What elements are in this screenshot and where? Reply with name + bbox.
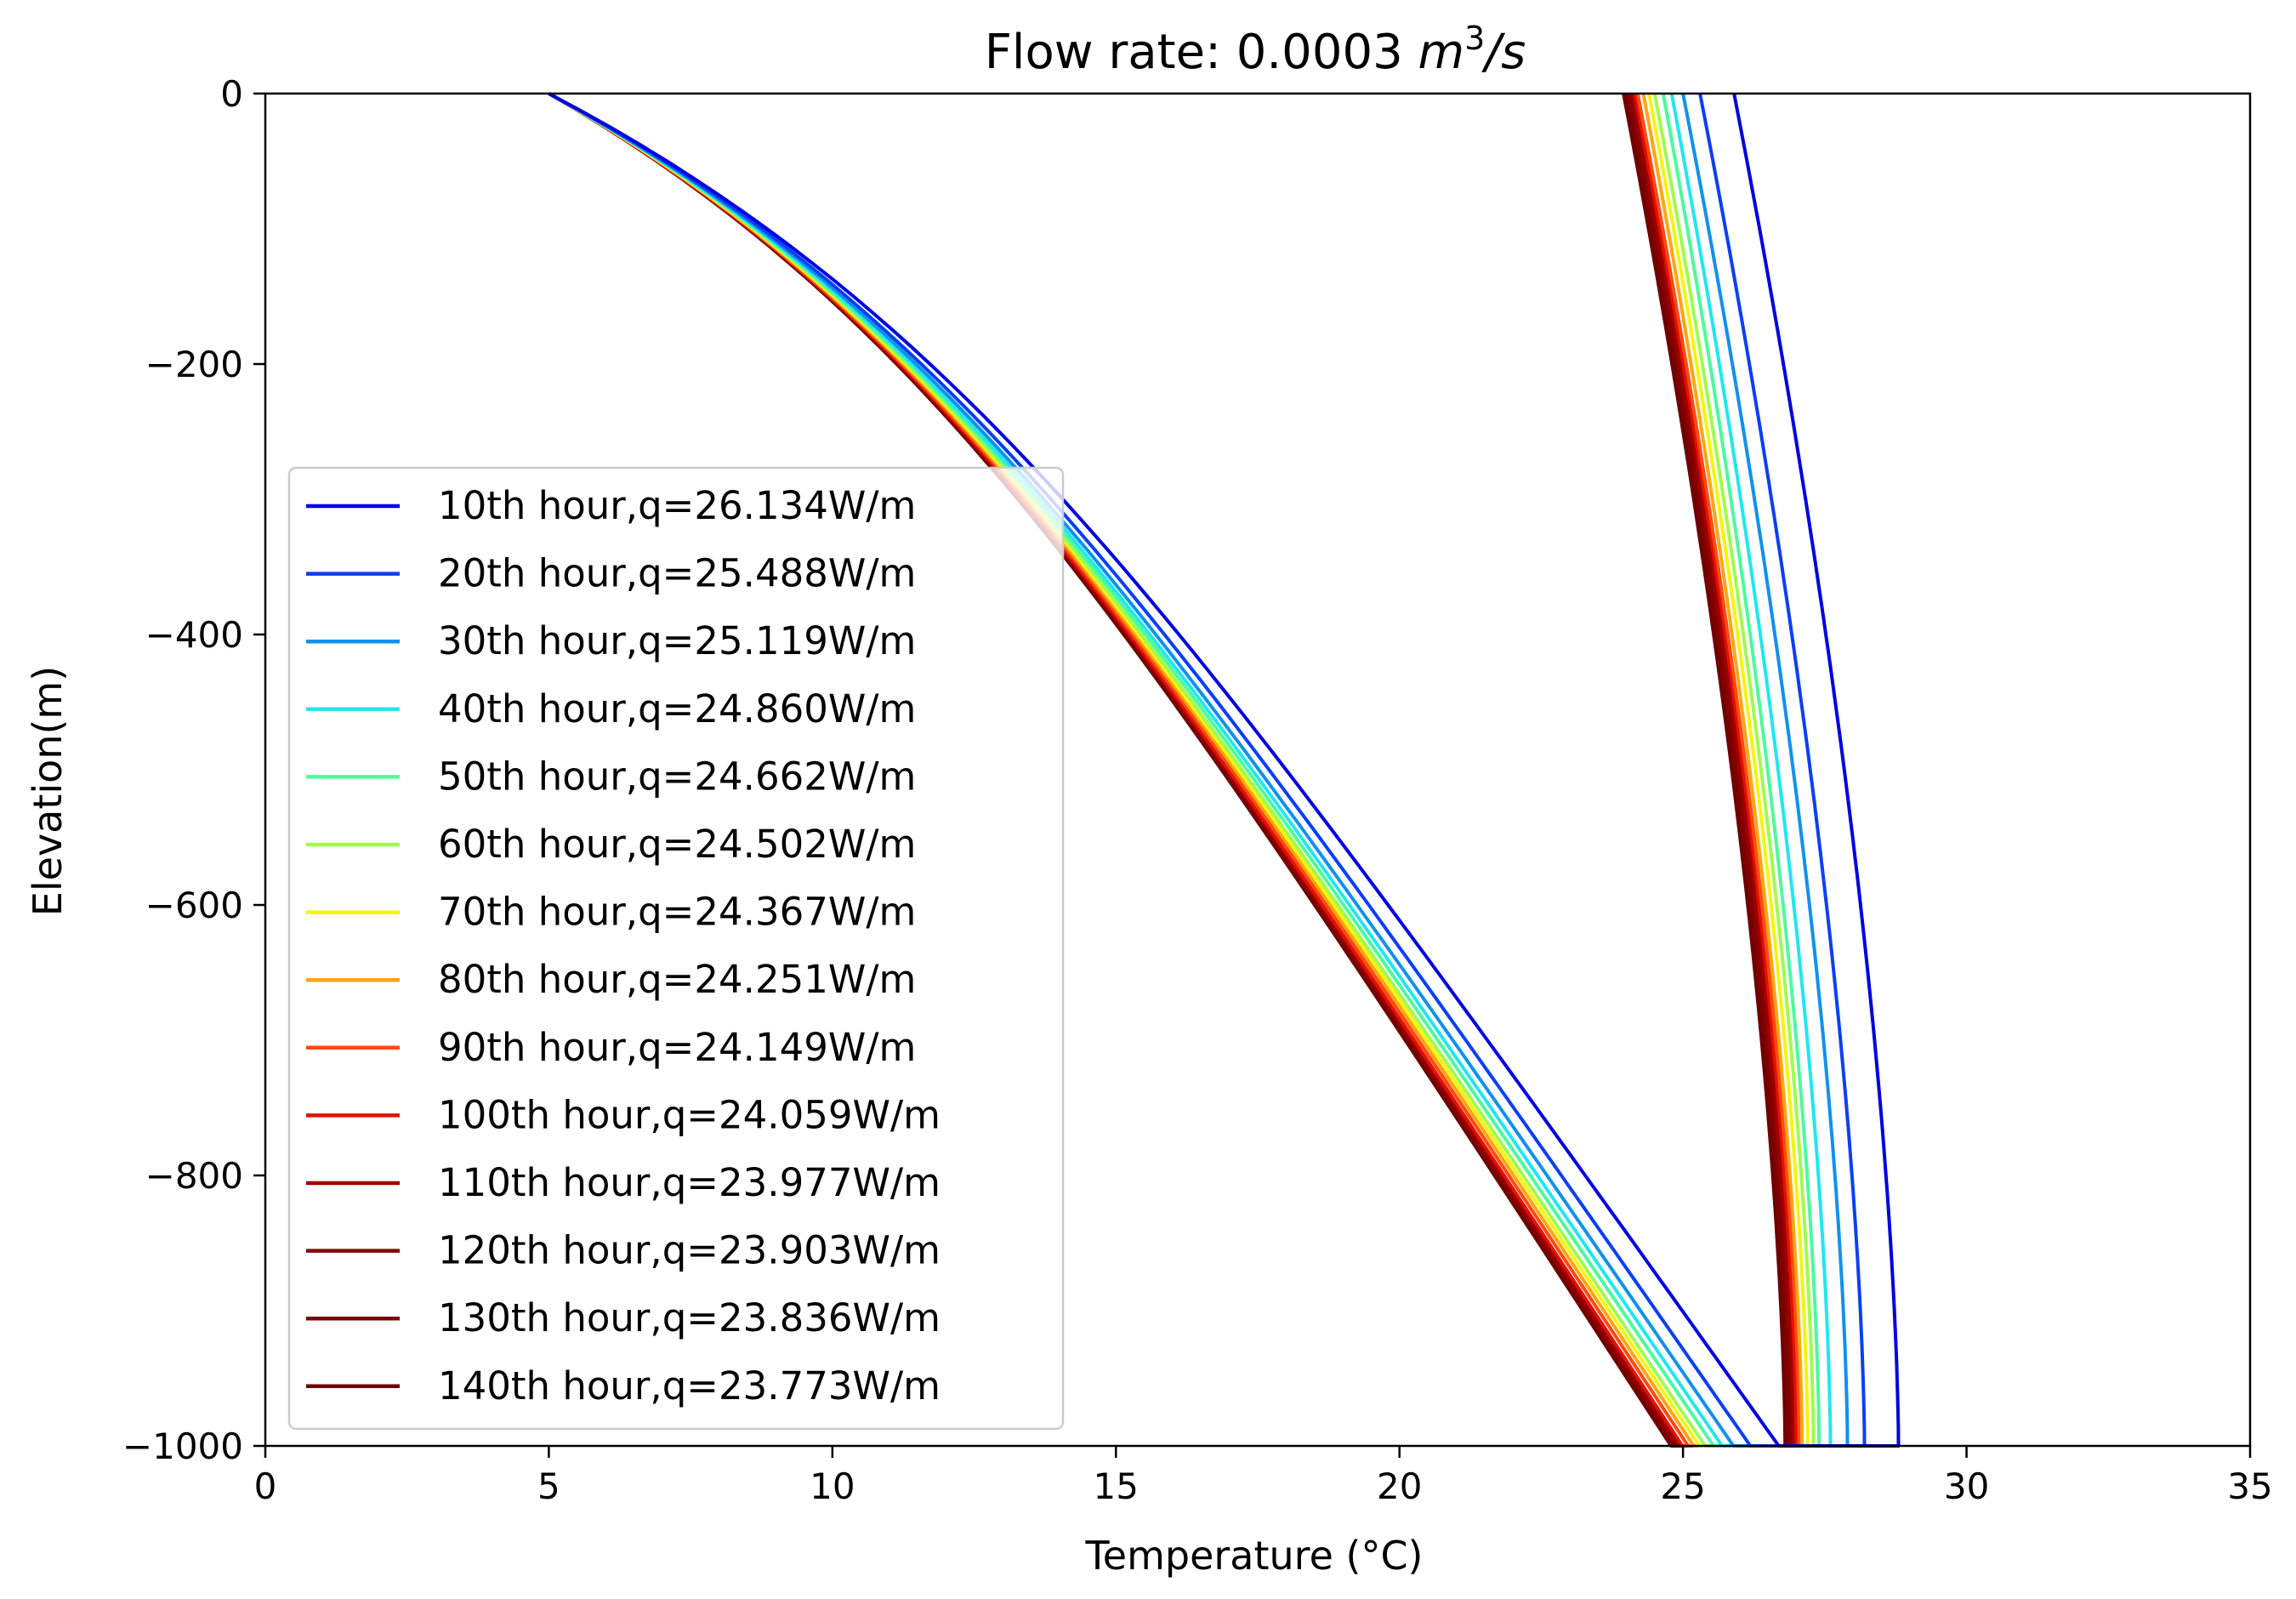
x-tick-label: 15 [1094,1465,1139,1507]
x-tick-label: 20 [1377,1465,1422,1507]
x-tick-label: 25 [1660,1465,1705,1507]
y-tick-label: −800 [145,1155,243,1197]
y-tick-label: −400 [145,614,243,656]
legend-label: 120th hour,q=23.903W/m [438,1228,941,1273]
y-tick-label: −1000 [122,1425,243,1467]
legend-label: 110th hour,q=23.977W/m [438,1160,941,1205]
x-tick-label: 35 [2227,1465,2272,1507]
x-tick-label: 0 [254,1465,277,1507]
legend-label: 30th hour,q=25.119W/m [438,618,916,663]
y-tick-label: −600 [145,885,243,926]
x-tick-label: 10 [810,1465,855,1507]
x-tick-label: 5 [537,1465,560,1507]
legend-label: 40th hour,q=24.860W/m [438,686,916,731]
x-axis-label: Temperature (°C) [1084,1533,1423,1579]
legend-label: 140th hour,q=23.773W/m [438,1363,941,1408]
plot-frame [264,92,2252,1448]
y-axis-label: Elevation(m) [25,666,71,916]
legend: 10th hour,q=26.134W/m 20th hour,q=25.488W… [287,466,1065,1431]
y-tick-label: 0 [220,73,243,115]
legend-label: 20th hour,q=25.488W/m [438,551,916,596]
legend-label: 60th hour,q=24.502W/m [438,822,916,867]
x-tick-label: 30 [1944,1465,1989,1507]
legend-label: 90th hour,q=24.149W/m [438,1025,916,1070]
chart-title: Flow rate: 0.0003 m3/s [985,20,1526,80]
legend-label: 100th hour,q=24.059W/m [438,1092,941,1137]
y-tick-label: −200 [145,344,243,385]
legend-label: 70th hour,q=24.367W/m [438,890,916,935]
axis-ticks: 0 5 10 15 20 25 30 35 0 −200 −400 −600 −800 −1000 [122,73,2273,1507]
legend-label: 50th hour,q=24.662W/m [438,754,916,799]
legend-label: 80th hour,q=24.251W/m [438,957,916,1002]
legend-label: 10th hour,q=26.134W/m [438,483,916,528]
legend-box [287,466,1065,1431]
legend-label: 130th hour,q=23.836W/m [438,1295,941,1340]
